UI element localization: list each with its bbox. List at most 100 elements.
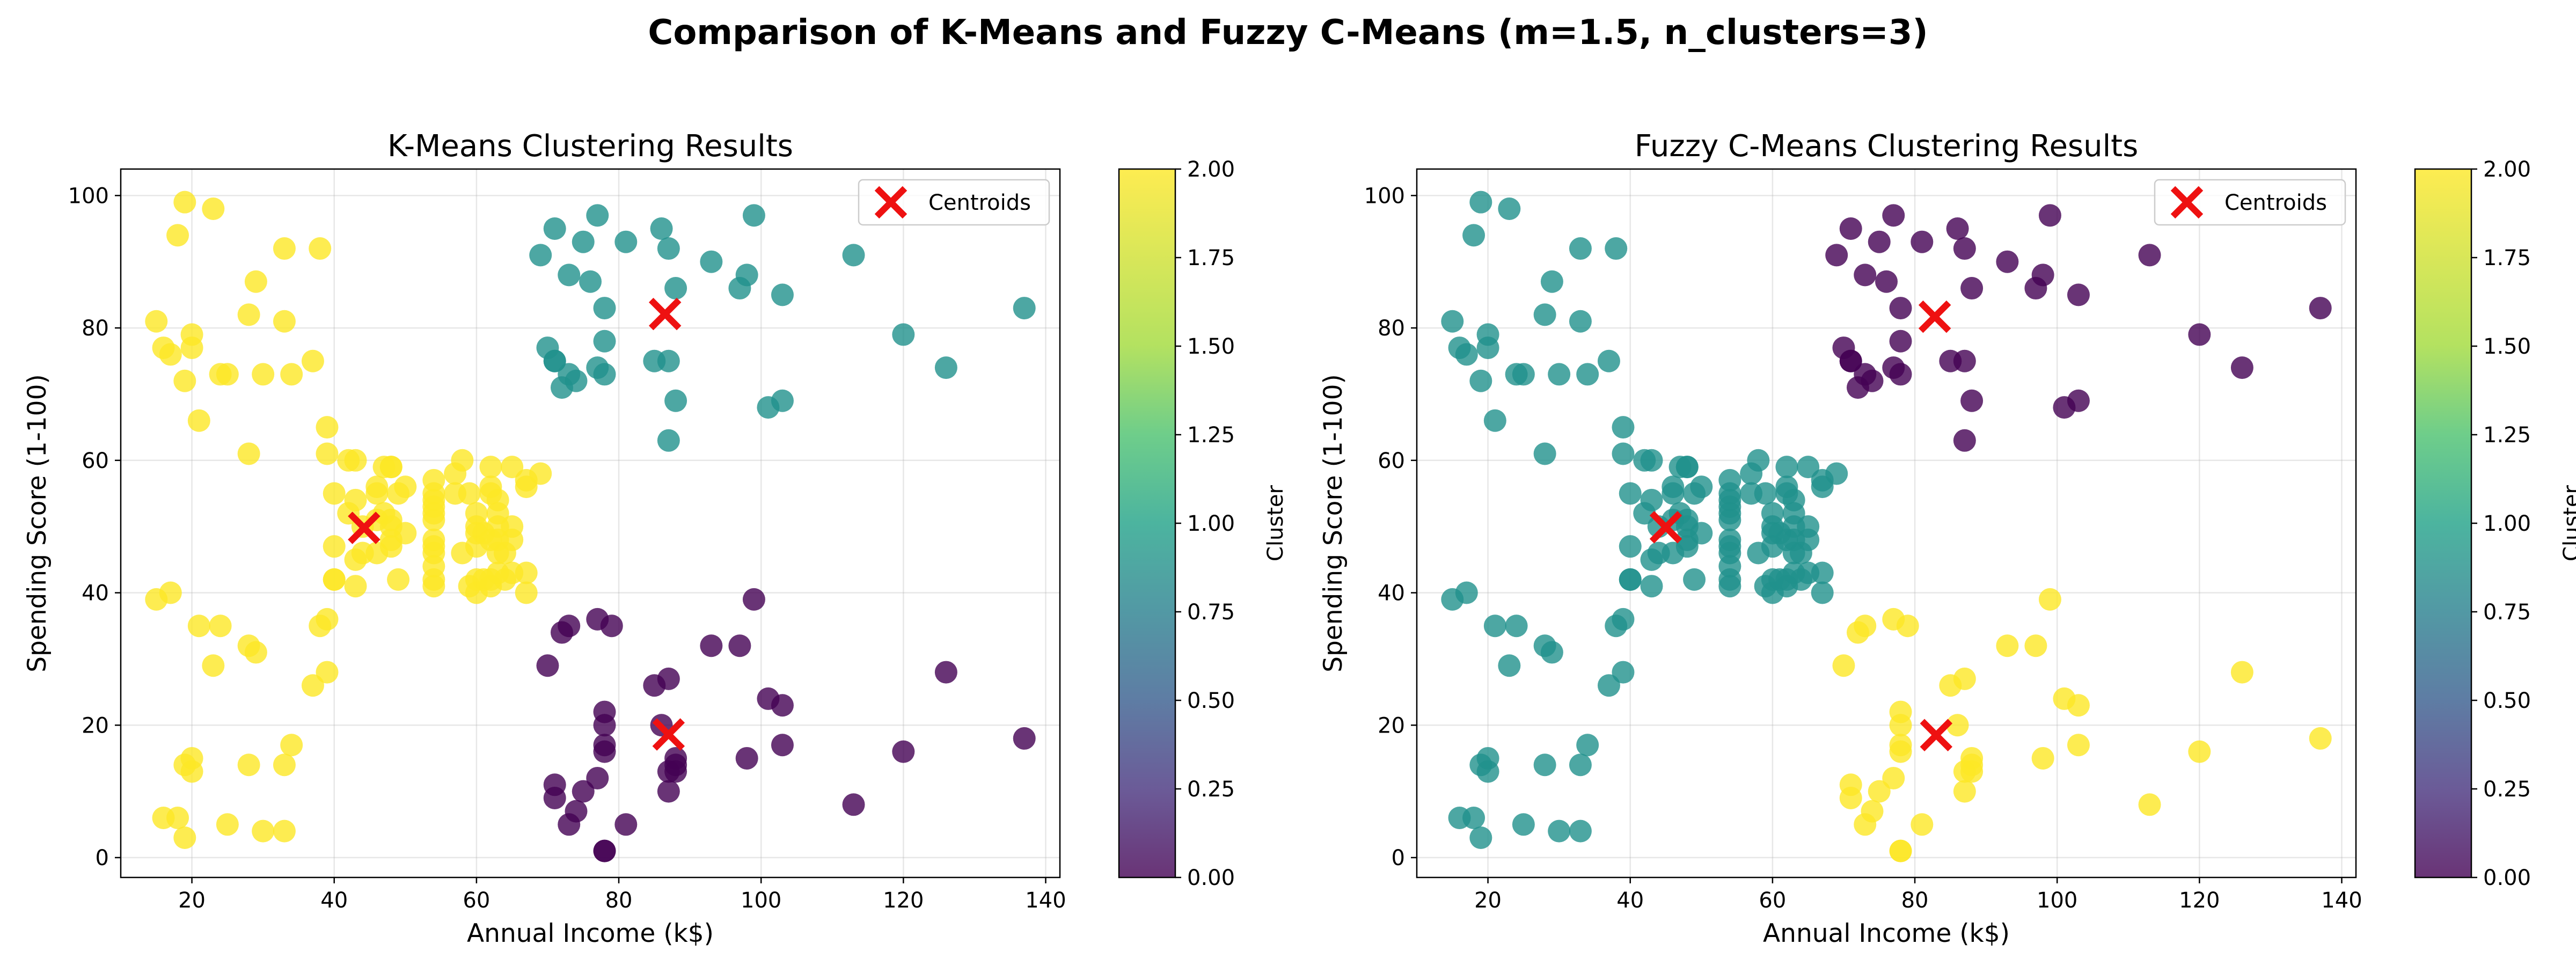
- y-tick-label: 80: [1378, 316, 1405, 341]
- colorbar-tick-label: 1.00: [2483, 511, 2531, 536]
- data-point-cluster-0: [1889, 330, 1912, 353]
- data-point-cluster-0: [1868, 230, 1891, 253]
- colorbar-tick-label: 2.00: [1187, 157, 1235, 182]
- colorbar-tick-label: 0.00: [2483, 866, 2531, 890]
- data-point-cluster-1: [1540, 641, 1563, 664]
- data-point-cluster-1: [1612, 416, 1635, 439]
- data-point-cluster-1: [1483, 614, 1506, 638]
- data-point-cluster-1: [1718, 469, 1741, 492]
- fuzzy-cmeans-panel: 20 40 60 80 100 120 140 0 20 40 60 80 100 Annual Inco…: [1319, 129, 2576, 948]
- centroid-marker: [1920, 719, 1953, 752]
- data-point-cluster-1: [657, 429, 680, 452]
- x-tick-label: 140: [2321, 888, 2362, 913]
- data-point-cluster-1: [1469, 369, 1492, 392]
- y-axis-label: Spending Score (1-100): [1319, 374, 1348, 672]
- data-point-cluster-1: [1640, 449, 1663, 472]
- data-point-cluster-0: [1889, 297, 1912, 320]
- data-point-cluster-0: [1960, 389, 1984, 412]
- data-point-cluster-0: [1861, 369, 1884, 392]
- data-point-cluster-2: [394, 475, 417, 499]
- data-point-cluster-2: [273, 753, 296, 777]
- data-point-cluster-0: [700, 634, 723, 657]
- data-point-cluster-2: [515, 561, 538, 584]
- data-point-cluster-0: [2230, 356, 2253, 379]
- data-point-cluster-2: [173, 369, 196, 392]
- data-point-cluster-2: [501, 456, 524, 479]
- data-point-cluster-0: [728, 634, 751, 657]
- data-point-cluster-2: [1868, 780, 1891, 803]
- data-point-cluster-2: [252, 819, 275, 843]
- data-point-cluster-2: [1896, 614, 1919, 638]
- data-point-cluster-1: [657, 349, 680, 372]
- data-point-cluster-1: [1718, 541, 1741, 565]
- data-point-cluster-0: [1013, 727, 1036, 750]
- data-point-cluster-2: [180, 323, 203, 346]
- data-point-cluster-0: [1960, 277, 1984, 300]
- data-point-cluster-2: [145, 310, 168, 333]
- colorbar-tick-label: 0.75: [1187, 600, 1235, 625]
- data-point-cluster-1: [1612, 661, 1635, 684]
- data-point-cluster-0: [842, 793, 865, 816]
- centroid-marker: [1918, 300, 1951, 333]
- x-tick-label: 100: [2037, 888, 2077, 913]
- data-point-cluster-0: [558, 614, 581, 638]
- data-point-cluster-2: [344, 575, 367, 598]
- data-point-cluster-2: [187, 614, 210, 638]
- data-point-cluster-1: [842, 244, 865, 267]
- data-point-cluster-2: [301, 349, 324, 372]
- x-tick-label: 120: [2179, 888, 2220, 913]
- data-point-cluster-2: [479, 456, 502, 479]
- data-point-cluster-1: [1548, 819, 1571, 843]
- x-tick-label: 80: [1901, 888, 1929, 913]
- centroid-marker: [652, 718, 685, 751]
- data-point-cluster-2: [187, 409, 210, 432]
- data-point-cluster-0: [2138, 244, 2161, 267]
- data-point-cluster-0: [2067, 389, 2090, 412]
- data-point-cluster-1: [1683, 568, 1706, 591]
- y-tick-label: 60: [82, 449, 109, 473]
- data-point-cluster-1: [1476, 323, 1499, 346]
- y-tick-label: 80: [82, 316, 109, 341]
- data-point-cluster-0: [565, 800, 588, 823]
- data-point-cluster-2: [316, 442, 339, 465]
- data-point-cluster-1: [1612, 608, 1635, 631]
- data-point-cluster-1: [1540, 270, 1563, 293]
- data-point-cluster-1: [593, 297, 616, 320]
- data-point-cluster-2: [1953, 667, 1976, 690]
- data-point-cluster-1: [934, 356, 957, 379]
- data-point-cluster-0: [1953, 429, 1976, 452]
- legend-label: Centroids: [2224, 191, 2327, 215]
- data-point-cluster-1: [1640, 488, 1663, 511]
- data-point-cluster-1: [650, 217, 673, 240]
- data-point-cluster-2: [1889, 740, 1912, 763]
- x-tick-label: 60: [1759, 888, 1786, 913]
- centroid-marker: [348, 511, 380, 544]
- colorbar-label: Cluster: [1263, 485, 1288, 561]
- data-point-cluster-2: [486, 488, 509, 511]
- data-point-cluster-1: [1797, 515, 1820, 538]
- data-point-cluster-1: [558, 264, 581, 287]
- data-point-cluster-0: [593, 740, 616, 763]
- data-point-cluster-1: [1754, 482, 1777, 505]
- data-point-cluster-0: [586, 766, 609, 789]
- centroid-marker: [1649, 511, 1682, 544]
- data-point-cluster-0: [934, 661, 957, 684]
- plot-frame: [1416, 168, 2357, 879]
- data-point-cluster-0: [614, 813, 638, 836]
- data-point-cluster-0: [1996, 250, 2019, 273]
- data-point-cluster-1: [1619, 568, 1642, 591]
- data-point-cluster-1: [1675, 456, 1699, 479]
- data-point-cluster-0: [593, 714, 616, 737]
- data-point-cluster-0: [536, 654, 559, 677]
- x-tick-label: 80: [605, 888, 633, 913]
- data-point-cluster-2: [252, 363, 275, 386]
- data-point-cluster-0: [892, 740, 915, 763]
- data-point-cluster-1: [1462, 806, 1485, 829]
- y-tick-label: 100: [68, 184, 109, 208]
- data-point-cluster-0: [657, 780, 680, 803]
- data-point-cluster-1: [529, 244, 552, 267]
- centroid-stroke: [1920, 719, 1953, 752]
- x-tick-label: 40: [1616, 888, 1644, 913]
- data-point-cluster-0: [543, 786, 566, 809]
- data-point-cluster-2: [273, 310, 296, 333]
